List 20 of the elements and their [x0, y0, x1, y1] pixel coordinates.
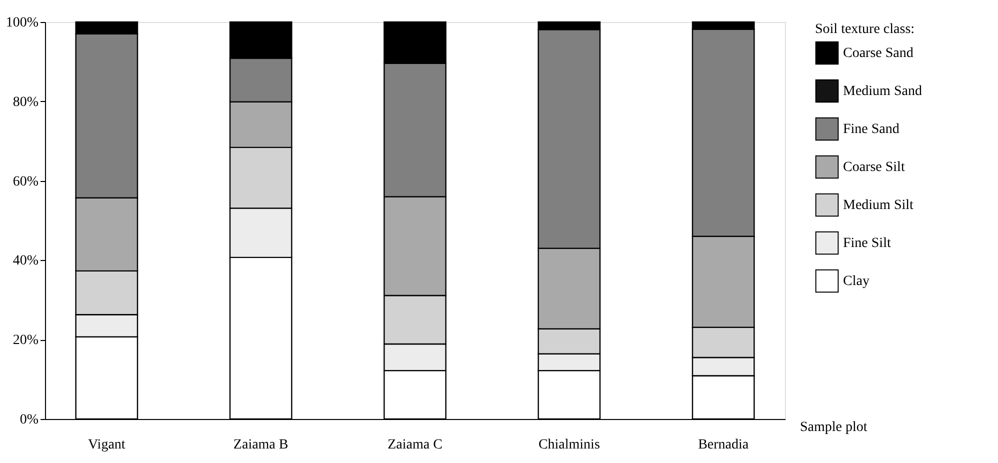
- legend-label: Medium Sand: [843, 84, 922, 99]
- y-tick-label: 0%: [20, 412, 39, 428]
- y-tick-label: 60%: [12, 174, 39, 190]
- legend-label: Coarse Sand: [843, 46, 914, 61]
- legend-label: Fine Silt: [843, 236, 891, 251]
- x-tick-label: Zaiama B: [233, 438, 288, 452]
- x-tick-label: Vigant: [88, 438, 126, 452]
- y-tick-label: 20%: [12, 333, 39, 348]
- y-tick-label: 80%: [12, 94, 39, 110]
- legend-label: Clay: [843, 274, 870, 289]
- x-tick-label: Zaiama C: [388, 438, 442, 452]
- y-tick-label: 100%: [6, 16, 39, 30]
- legend-label: Fine Sand: [843, 122, 900, 137]
- x-tick-label: Chialminis: [538, 438, 600, 452]
- legend-title: Soil texture class:: [815, 22, 915, 37]
- x-axis-title: Sample plot: [800, 420, 868, 435]
- x-tick-label: Bernadia: [698, 438, 750, 452]
- legend-label: Medium Silt: [843, 198, 914, 213]
- legend-label: Coarse Silt: [843, 160, 905, 175]
- y-tick-label: 40%: [12, 254, 39, 269]
